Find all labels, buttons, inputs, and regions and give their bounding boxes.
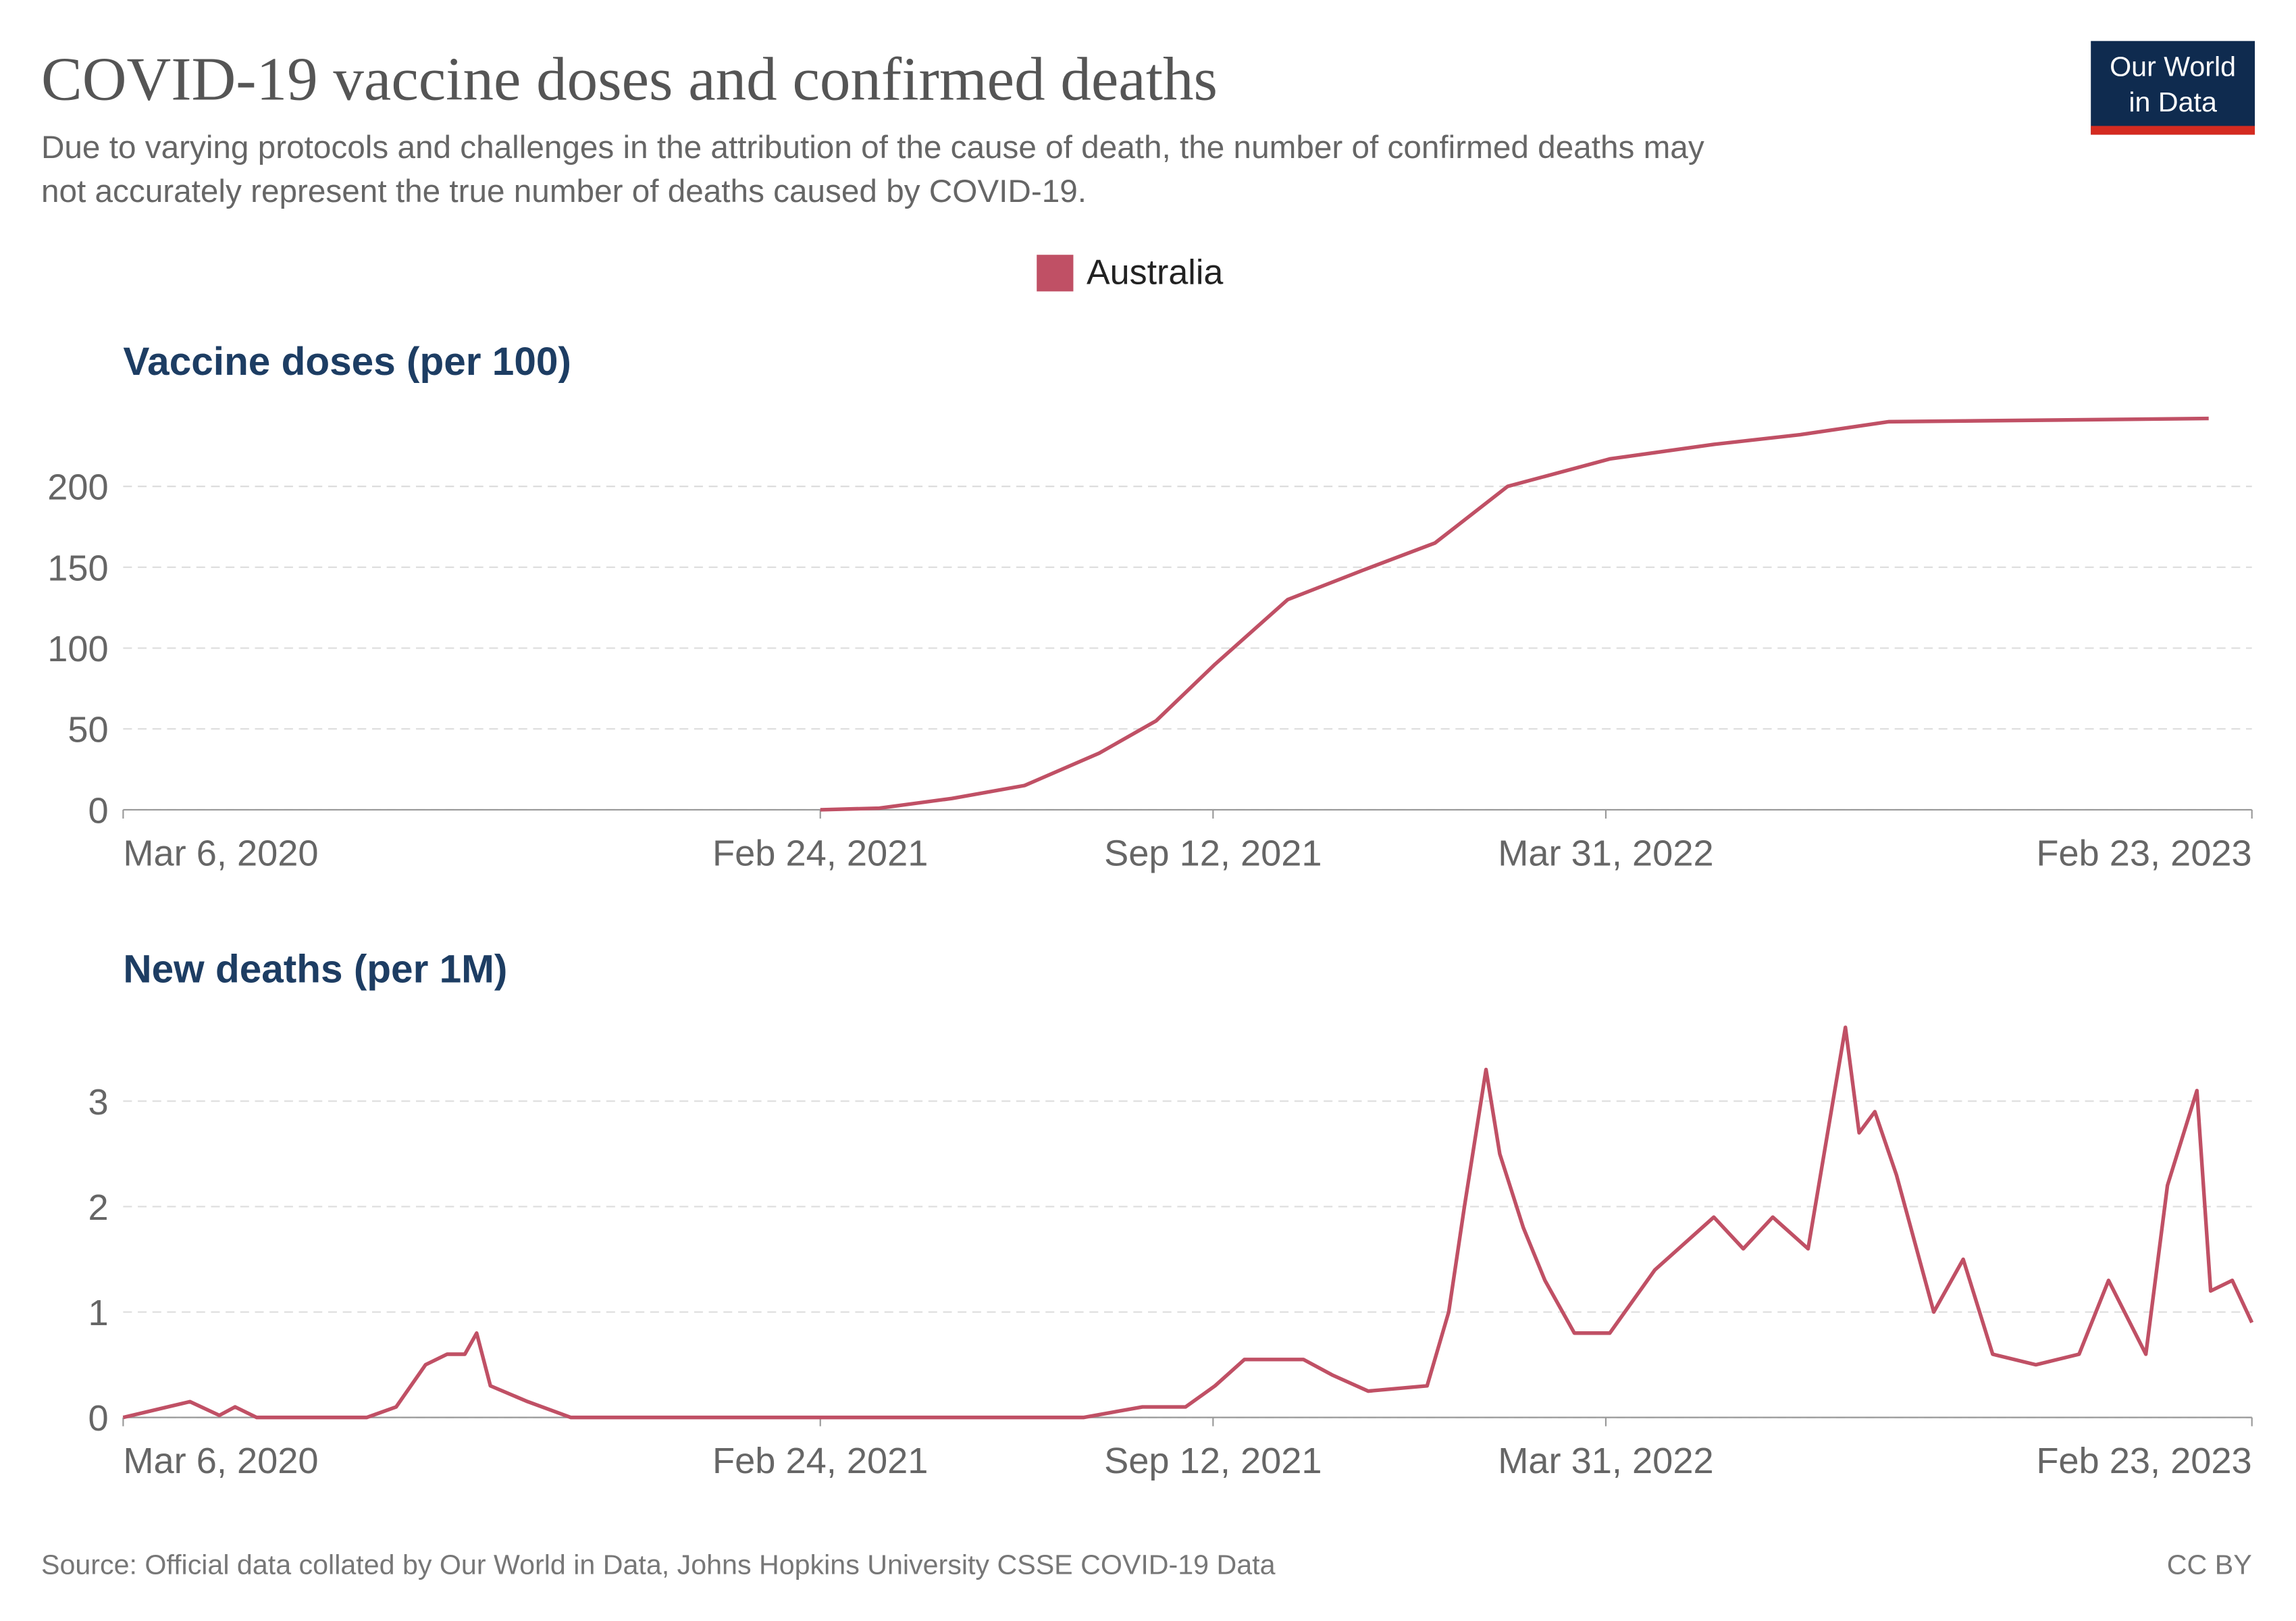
x-tick-label: Mar 6, 2020 [123,1441,318,1481]
x-tick-label: Sep 12, 2021 [1104,1441,1322,1481]
y-tick-label: 150 [47,548,108,588]
x-tick-label: Mar 31, 2022 [1498,833,1713,873]
x-tick-label: Mar 6, 2020 [123,833,318,873]
x-tick-label: Feb 23, 2023 [2036,833,2251,873]
y-tick-label: 200 [47,467,108,508]
y-tick-label: 3 [88,1082,109,1123]
subtitle: not accurately represent the true number… [41,174,1087,209]
x-tick-label: Mar 31, 2022 [1498,1441,1713,1481]
panel-title: Vaccine doses (per 100) [123,340,571,384]
y-tick-label: 100 [47,629,108,669]
logo-text: in Data [2129,86,2217,118]
legend-swatch [1037,255,1074,292]
x-tick-label: Sep 12, 2021 [1104,833,1322,873]
legend-label: Australia [1087,253,1223,292]
logo-box [2091,41,2255,135]
y-tick-label: 1 [88,1293,109,1333]
x-tick-label: Feb 24, 2021 [712,833,928,873]
series-line [820,416,2209,812]
y-tick-label: 50 [68,710,108,750]
x-tick-label: Feb 24, 2021 [712,1441,928,1481]
logo-bar [2091,126,2255,135]
source: Source: Official data collated by Our Wo… [41,1549,1276,1580]
y-tick-label: 0 [88,790,109,831]
panel-title: New deaths (per 1M) [123,948,507,992]
series-line [122,1025,2254,1420]
license: CC BY [2167,1549,2252,1580]
chart-title: COVID-19 vaccine doses and confirmed dea… [41,45,1218,113]
y-tick-label: 2 [88,1187,109,1228]
logo-text: Our World [2110,51,2236,82]
x-tick-label: Feb 23, 2023 [2036,1441,2251,1481]
y-tick-label: 0 [88,1398,109,1439]
subtitle: Due to varying protocols and challenges … [41,130,1704,165]
